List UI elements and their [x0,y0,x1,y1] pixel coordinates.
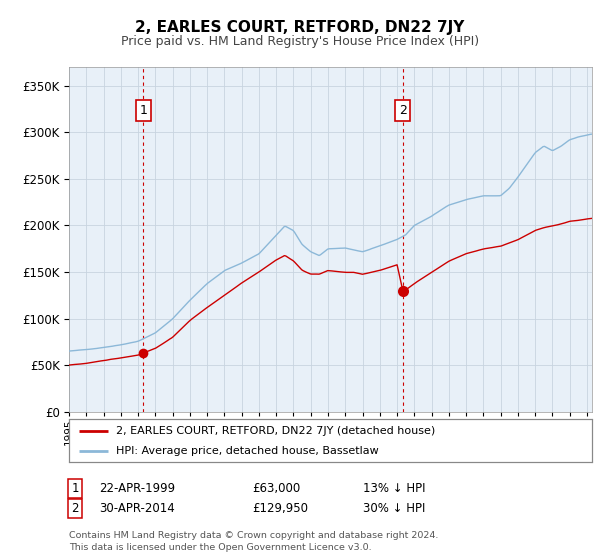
Text: £129,950: £129,950 [252,502,308,515]
Text: Price paid vs. HM Land Registry's House Price Index (HPI): Price paid vs. HM Land Registry's House … [121,35,479,48]
Text: 13% ↓ HPI: 13% ↓ HPI [363,482,425,495]
Text: 30-APR-2014: 30-APR-2014 [99,502,175,515]
Text: 22-APR-1999: 22-APR-1999 [99,482,175,495]
Text: 1: 1 [71,482,79,495]
Text: 2: 2 [399,104,407,116]
Text: 2: 2 [71,502,79,515]
Text: £63,000: £63,000 [252,482,300,495]
Text: This data is licensed under the Open Government Licence v3.0.: This data is licensed under the Open Gov… [69,543,371,552]
Text: 2, EARLES COURT, RETFORD, DN22 7JY: 2, EARLES COURT, RETFORD, DN22 7JY [136,20,464,35]
Text: 2, EARLES COURT, RETFORD, DN22 7JY (detached house): 2, EARLES COURT, RETFORD, DN22 7JY (deta… [116,426,436,436]
Text: 30% ↓ HPI: 30% ↓ HPI [363,502,425,515]
Text: 1: 1 [139,104,148,116]
Text: HPI: Average price, detached house, Bassetlaw: HPI: Average price, detached house, Bass… [116,446,379,456]
Text: Contains HM Land Registry data © Crown copyright and database right 2024.: Contains HM Land Registry data © Crown c… [69,531,439,540]
